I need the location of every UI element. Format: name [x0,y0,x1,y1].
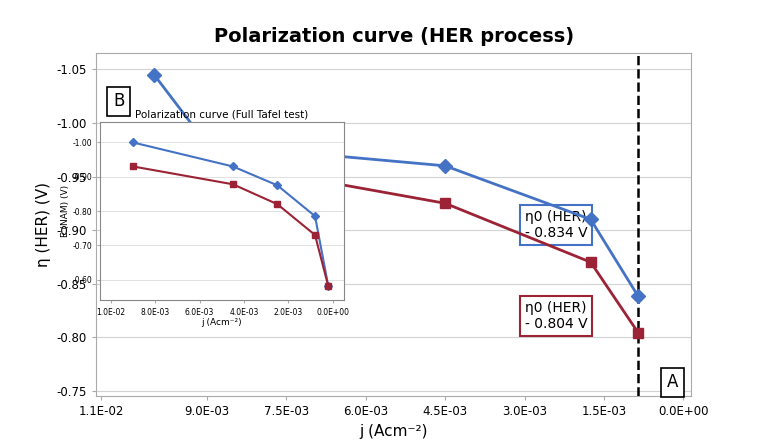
Y-axis label: η (HER) (V): η (HER) (V) [36,182,51,267]
Title: Polarization curve (Full Tafel test): Polarization curve (Full Tafel test) [135,110,309,120]
X-axis label: j (Acm⁻²): j (Acm⁻²) [201,318,242,327]
Text: B: B [113,93,124,110]
Y-axis label: E (NAM) (V): E (NAM) (V) [61,185,70,237]
Text: η0 (HER)
- 0.804 V: η0 (HER) - 0.804 V [525,301,588,331]
X-axis label: j (Acm⁻²): j (Acm⁻²) [359,424,428,439]
Text: η0 (HER)
- 0.834 V: η0 (HER) - 0.834 V [525,210,588,240]
Text: A: A [667,373,678,391]
Title: Polarization curve (HER process): Polarization curve (HER process) [214,27,574,46]
